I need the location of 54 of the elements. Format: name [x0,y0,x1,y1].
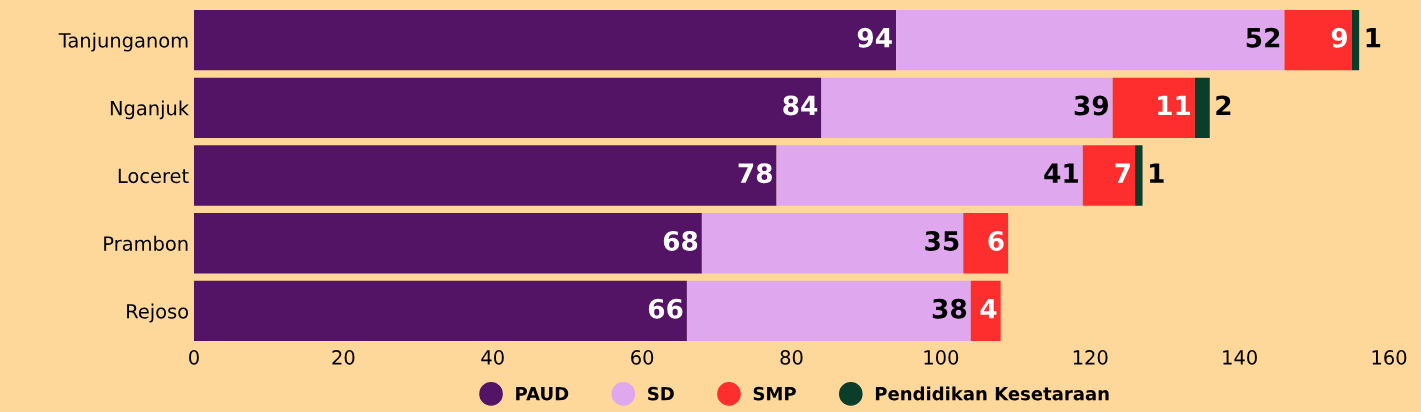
bar [1135,145,1143,206]
data-label: 9 [1331,27,1348,48]
data-label: 41 [1044,163,1078,183]
bar [896,9,1285,71]
data-label: 68 [663,230,698,251]
x-tick-label: 0 [189,350,199,365]
bar [193,9,897,71]
data-label: 39 [1074,95,1108,116]
y-tick-label: Prambon [104,235,188,251]
bar [963,213,1009,274]
bar [686,280,971,342]
data-label: 4 [980,299,997,319]
x-tick-label: 100 [924,350,959,365]
bar [193,280,687,342]
bar [1351,9,1360,71]
legend-label: PAUD [516,387,569,401]
bar [701,213,964,274]
y-tick-label: Rejoso [127,303,189,323]
data-label: 6 [988,230,1004,251]
bar [821,77,1113,138]
data-label: 11 [1158,95,1191,116]
x-tick-label: 60 [631,350,654,365]
data-label: 35 [925,230,959,251]
data-label: 7 [1115,163,1130,183]
bar [1082,145,1136,206]
x-tick-label: 40 [481,350,504,365]
data-label: 38 [932,298,967,319]
data-label: 84 [783,95,818,116]
y-tick-label: Tanjunganom [58,32,188,52]
data-label: 66 [648,298,683,319]
bar [193,213,702,274]
data-label: 94 [857,27,892,48]
data-label: 52 [1246,27,1280,48]
bar [1284,9,1352,71]
bar [1112,77,1195,138]
data-label: 1 [1150,163,1164,183]
bar [1194,77,1210,138]
y-tick-label: Nganjuk [110,100,190,120]
x-tick-label: 140 [1223,350,1257,365]
bar [193,77,822,138]
y-tick-label: Loceret [118,168,189,184]
legend-label: SD [648,386,674,401]
bar [193,145,777,206]
bar [776,145,1083,206]
data-label: 1 [1366,28,1381,48]
x-tick-label: 20 [332,350,355,365]
data-label: 2 [1216,95,1231,116]
x-tick-label: 160 [1372,350,1407,365]
x-tick-label: 80 [780,350,803,365]
data-label: 78 [738,163,772,184]
bar [970,280,1001,342]
legend-label: SMP [753,386,796,401]
x-tick-label: 120 [1073,350,1108,365]
legend-label: Pendidikan Kesetaraan [875,386,1109,401]
